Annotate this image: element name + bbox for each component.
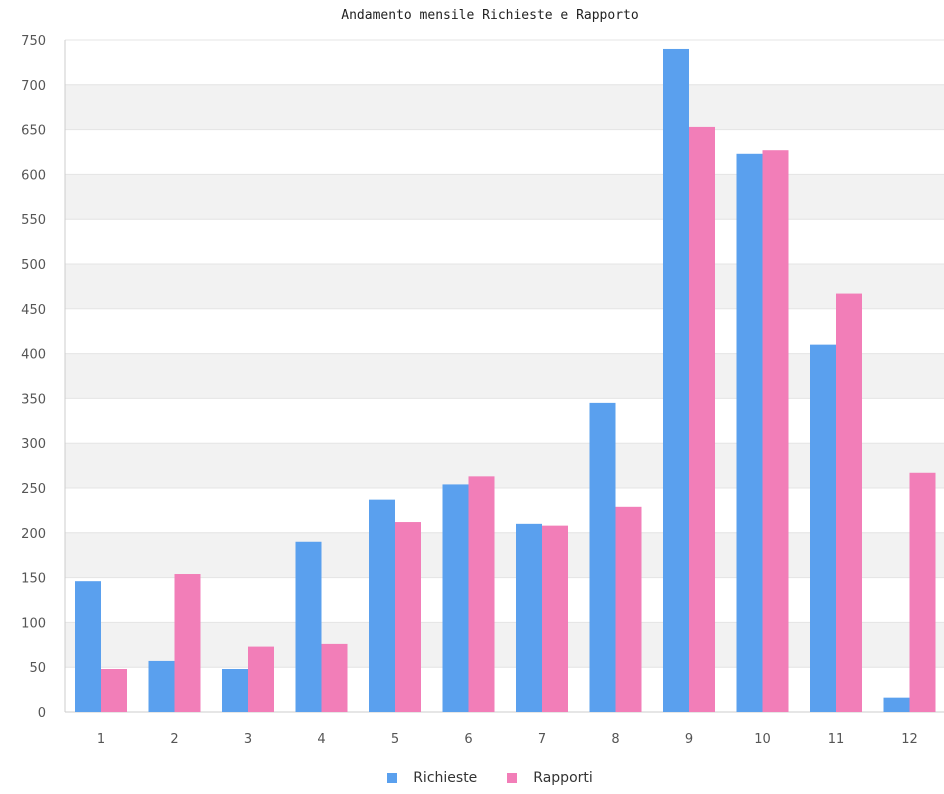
bar-richieste-5 [369, 500, 395, 712]
x-tick-label: 3 [244, 732, 252, 747]
y-tick-label: 350 [21, 392, 46, 407]
x-tick-label: 11 [828, 732, 845, 747]
x-tick-label: 9 [685, 732, 693, 747]
legend-swatch-richieste [387, 773, 397, 783]
bar-rapporti-9 [689, 127, 715, 712]
x-tick-label: 1 [97, 732, 105, 747]
y-tick-label: 600 [21, 168, 46, 183]
grid-band [65, 174, 944, 219]
bar-rapporti-10 [763, 150, 789, 712]
y-tick-label: 750 [21, 34, 46, 49]
y-tick-label: 450 [21, 303, 46, 318]
bar-rapporti-7 [542, 526, 568, 712]
bar-rapporti-12 [910, 473, 936, 712]
bar-richieste-10 [737, 154, 763, 712]
bar-rapporti-2 [175, 574, 201, 712]
legend-item-rapporti[interactable]: Rapporti [507, 770, 592, 786]
bar-rapporti-11 [836, 294, 862, 712]
bar-rapporti-3 [248, 647, 274, 712]
bar-richieste-7 [516, 524, 542, 712]
y-tick-label: 150 [21, 572, 46, 587]
x-tick-label: 2 [170, 732, 178, 747]
legend-item-richieste[interactable]: Richieste [387, 770, 477, 786]
y-tick-label: 550 [21, 213, 46, 228]
y-tick-label: 700 [21, 79, 46, 94]
bar-richieste-9 [663, 49, 689, 712]
bar-rapporti-5 [395, 522, 421, 712]
bar-rapporti-4 [322, 644, 348, 712]
x-tick-label: 12 [901, 732, 918, 747]
y-tick-label: 300 [21, 437, 46, 452]
bar-richieste-6 [443, 484, 469, 712]
grid-band [65, 85, 944, 130]
y-tick-label: 400 [21, 348, 46, 363]
bar-richieste-4 [296, 542, 322, 712]
y-tick-label: 250 [21, 482, 46, 497]
bar-rapporti-8 [616, 507, 642, 712]
bar-rapporti-6 [469, 476, 495, 712]
y-tick-label: 0 [38, 706, 46, 721]
y-tick-label: 50 [29, 661, 46, 676]
y-tick-label: 200 [21, 527, 46, 542]
y-tick-label: 500 [21, 258, 46, 273]
x-tick-label: 5 [391, 732, 399, 747]
x-tick-label: 10 [754, 732, 771, 747]
y-tick-label: 650 [21, 124, 46, 139]
bar-richieste-11 [810, 345, 836, 712]
bar-richieste-3 [222, 669, 248, 712]
bar-richieste-12 [884, 698, 910, 712]
x-tick-label: 7 [538, 732, 546, 747]
bar-rapporti-1 [101, 669, 127, 712]
legend-swatch-rapporti [507, 773, 517, 783]
x-tick-label: 6 [464, 732, 472, 747]
legend: Richieste Rapporti [0, 770, 944, 786]
x-tick-label: 4 [317, 732, 325, 747]
legend-label-rapporti: Rapporti [533, 770, 592, 786]
x-tick-label: 8 [611, 732, 619, 747]
grid-band [65, 264, 944, 309]
bar-richieste-1 [75, 581, 101, 712]
legend-label-richieste: Richieste [413, 770, 477, 786]
y-tick-label: 100 [21, 616, 46, 631]
bar-richieste-2 [149, 661, 175, 712]
bar-richieste-8 [590, 403, 616, 712]
